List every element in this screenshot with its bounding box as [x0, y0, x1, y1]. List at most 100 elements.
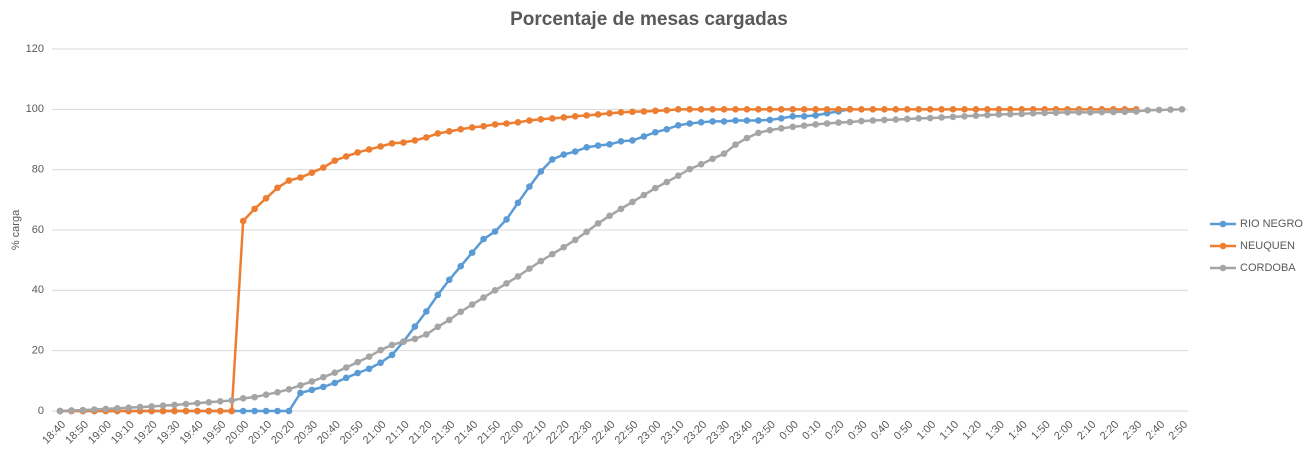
- x-tick-label: 19:50: [201, 419, 229, 447]
- point: [320, 373, 327, 381]
- chart-title: Porcentaje de mesas cargadas: [510, 9, 788, 30]
- point: [1075, 109, 1083, 116]
- point: [411, 137, 419, 144]
- point: [239, 395, 247, 402]
- point: [297, 389, 304, 397]
- point: [1121, 108, 1129, 116]
- point: [342, 364, 350, 371]
- point: [354, 369, 361, 377]
- point: [491, 121, 499, 128]
- x-tick-label: 1:40: [1006, 419, 1030, 443]
- point: [549, 156, 556, 163]
- point: [1167, 106, 1174, 113]
- point: [686, 165, 693, 173]
- x-tick-label: 19:10: [109, 419, 137, 447]
- point: [274, 388, 281, 396]
- point: [766, 116, 774, 124]
- point: [777, 106, 785, 113]
- point: [560, 243, 568, 251]
- point: [995, 106, 1003, 113]
- point: [984, 111, 991, 119]
- point: [262, 195, 270, 202]
- point: [1052, 109, 1060, 116]
- point: [1144, 106, 1151, 114]
- legend-swatch-dot: [1219, 242, 1227, 250]
- point: [652, 184, 659, 192]
- point: [423, 308, 430, 315]
- point: [949, 113, 957, 121]
- point: [835, 119, 842, 126]
- point: [858, 117, 865, 125]
- x-tick-label: 1:30: [983, 419, 1007, 443]
- point: [480, 122, 487, 130]
- point: [549, 115, 556, 122]
- point: [514, 199, 522, 207]
- point: [800, 112, 808, 120]
- x-tick-label: 1:00: [915, 419, 939, 443]
- point: [938, 106, 945, 113]
- point: [468, 249, 476, 256]
- point: [503, 120, 510, 127]
- point: [480, 294, 487, 301]
- point: [674, 106, 682, 113]
- y-tick-label: 40: [32, 284, 44, 296]
- point: [915, 106, 922, 113]
- point: [423, 134, 430, 141]
- point: [423, 331, 430, 338]
- point: [663, 106, 671, 114]
- x-tick-label: 23:20: [681, 419, 709, 447]
- x-tick-label: 0:20: [823, 419, 847, 443]
- point: [846, 118, 854, 126]
- point: [743, 117, 751, 124]
- point: [331, 157, 339, 164]
- legend-label: NEUQUEN: [1240, 240, 1295, 252]
- x-tick-label: 21:20: [407, 419, 435, 447]
- point: [331, 379, 339, 387]
- point: [903, 115, 911, 123]
- point: [182, 400, 190, 408]
- point: [949, 106, 957, 113]
- point: [491, 287, 499, 294]
- point: [766, 126, 774, 134]
- point: [594, 111, 602, 118]
- x-tick-label: 21:50: [475, 419, 503, 447]
- point: [1018, 106, 1026, 113]
- point: [812, 112, 819, 119]
- point: [411, 323, 419, 330]
- legend-swatch-dot: [1219, 264, 1227, 272]
- x-tick-label: 18:40: [40, 419, 68, 447]
- point: [789, 106, 797, 113]
- point: [858, 106, 865, 113]
- point: [285, 407, 293, 415]
- point: [732, 106, 739, 113]
- point: [640, 108, 648, 115]
- point: [652, 107, 659, 115]
- point: [629, 198, 636, 206]
- point: [388, 341, 396, 349]
- point: [445, 128, 453, 135]
- point: [777, 115, 785, 122]
- x-tick-label: 19:40: [178, 419, 206, 447]
- point: [216, 407, 224, 415]
- point: [491, 228, 499, 235]
- point: [800, 106, 808, 113]
- point: [537, 257, 545, 265]
- point: [697, 106, 705, 113]
- x-tick-label: 2:10: [1075, 419, 1099, 443]
- point: [686, 106, 693, 113]
- point: [194, 407, 201, 415]
- y-tick-label: 100: [26, 103, 44, 115]
- point: [652, 128, 659, 136]
- point: [251, 205, 258, 213]
- point: [1178, 106, 1186, 113]
- point: [228, 397, 236, 404]
- point: [342, 153, 350, 160]
- point: [1006, 106, 1014, 113]
- y-tick-label: 20: [32, 345, 44, 357]
- point: [972, 106, 980, 113]
- point: [68, 407, 75, 414]
- point: [629, 137, 636, 144]
- point: [800, 122, 808, 129]
- point: [720, 118, 728, 125]
